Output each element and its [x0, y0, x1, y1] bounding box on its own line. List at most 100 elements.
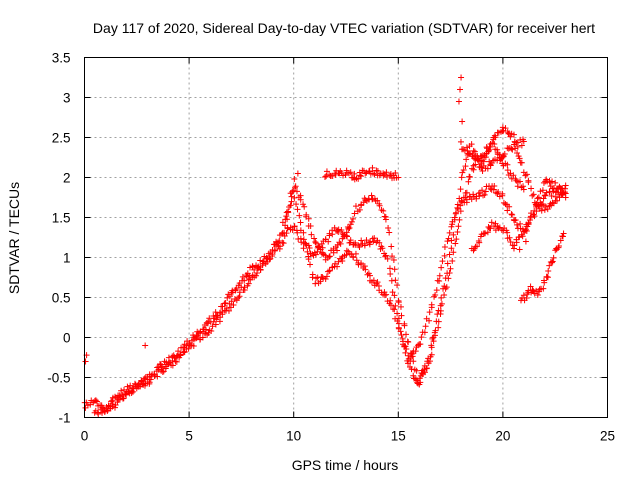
- data-point: [522, 172, 529, 179]
- data-point: [146, 379, 153, 386]
- data-point: [516, 178, 523, 185]
- data-point: [314, 274, 321, 281]
- data-point: [352, 203, 359, 210]
- data-point: [322, 275, 329, 282]
- data-point: [402, 349, 409, 356]
- data-point: [345, 225, 352, 232]
- x-axis-label: GPS time / hours: [292, 457, 399, 473]
- data-point: [387, 171, 394, 178]
- data-point: [446, 229, 453, 236]
- data-point: [233, 297, 240, 304]
- data-point: [376, 239, 383, 246]
- data-point: [92, 397, 99, 404]
- data-point: [138, 378, 145, 385]
- data-point: [284, 225, 291, 232]
- data-point: [358, 173, 365, 180]
- data-point: [347, 237, 354, 244]
- data-point: [371, 235, 378, 242]
- data-point: [358, 261, 365, 268]
- data-point: [462, 163, 469, 170]
- data-point: [444, 260, 451, 267]
- data-point: [103, 404, 110, 411]
- data-point: [381, 213, 388, 220]
- data-point: [487, 162, 494, 169]
- data-point: [159, 364, 166, 371]
- data-point: [315, 244, 322, 251]
- data-point: [306, 245, 313, 252]
- data-point: [454, 201, 461, 208]
- plot-frame: [84, 57, 608, 418]
- data-point: [474, 243, 480, 250]
- data-point: [124, 383, 131, 390]
- data-point: [528, 185, 535, 192]
- data-point: [423, 365, 430, 372]
- data-point: [142, 342, 149, 349]
- y-tick-label: 1: [63, 251, 71, 266]
- data-point: [562, 182, 569, 189]
- data-point: [194, 332, 201, 339]
- data-point: [309, 274, 316, 281]
- y-tick-label: -1: [58, 411, 70, 426]
- data-point: [163, 363, 170, 370]
- data-point: [519, 233, 526, 240]
- data-point: [507, 133, 514, 140]
- data-point: [422, 323, 429, 330]
- data-point: [418, 334, 425, 341]
- data-point: [366, 272, 373, 279]
- data-point: [347, 169, 354, 176]
- data-point: [346, 224, 353, 231]
- data-point: [392, 302, 399, 309]
- data-point: [282, 216, 289, 223]
- y-tick-label: 3: [63, 91, 71, 106]
- data-point: [300, 229, 307, 236]
- data-point: [552, 193, 559, 200]
- data-point: [249, 263, 256, 270]
- data-point: [522, 238, 529, 245]
- data-point: [230, 302, 237, 309]
- data-point: [120, 395, 127, 402]
- data-point: [548, 193, 555, 200]
- data-point: [408, 366, 415, 373]
- data-point: [222, 299, 229, 306]
- data-point: [450, 249, 457, 256]
- data-point: [304, 248, 311, 255]
- data-point: [405, 338, 412, 345]
- data-point: [470, 191, 477, 198]
- data-point: [514, 183, 521, 190]
- data-point: [501, 151, 508, 158]
- data-point: [370, 277, 377, 284]
- y-tick-label: 1.5: [52, 211, 71, 226]
- data-point: [368, 192, 375, 199]
- data-point: [202, 326, 209, 333]
- data-point: [559, 233, 566, 240]
- data-point: [541, 192, 548, 199]
- data-point: [427, 353, 434, 360]
- data-point: [171, 355, 178, 362]
- data-point: [394, 282, 401, 289]
- data-point: [311, 235, 318, 242]
- data-point: [225, 307, 232, 314]
- data-point: [380, 207, 387, 214]
- data-point: [540, 285, 547, 292]
- data-point: [539, 187, 546, 194]
- data-point: [506, 203, 513, 210]
- data-point: [412, 376, 419, 383]
- data-point: [246, 272, 253, 279]
- data-point: [432, 291, 439, 298]
- data-point: [374, 197, 381, 204]
- data-point: [116, 396, 123, 403]
- data-point: [479, 187, 486, 194]
- data-point: [302, 240, 309, 247]
- data-point: [516, 246, 523, 253]
- data-point: [403, 331, 410, 338]
- data-point: [491, 141, 498, 148]
- data-point: [266, 256, 273, 263]
- data-point: [398, 332, 405, 339]
- data-points-layer: [81, 74, 569, 417]
- data-point: [463, 144, 470, 151]
- data-point: [341, 232, 348, 239]
- data-point: [550, 254, 557, 261]
- data-point: [300, 245, 307, 252]
- data-point: [457, 208, 464, 215]
- data-point: [482, 188, 489, 195]
